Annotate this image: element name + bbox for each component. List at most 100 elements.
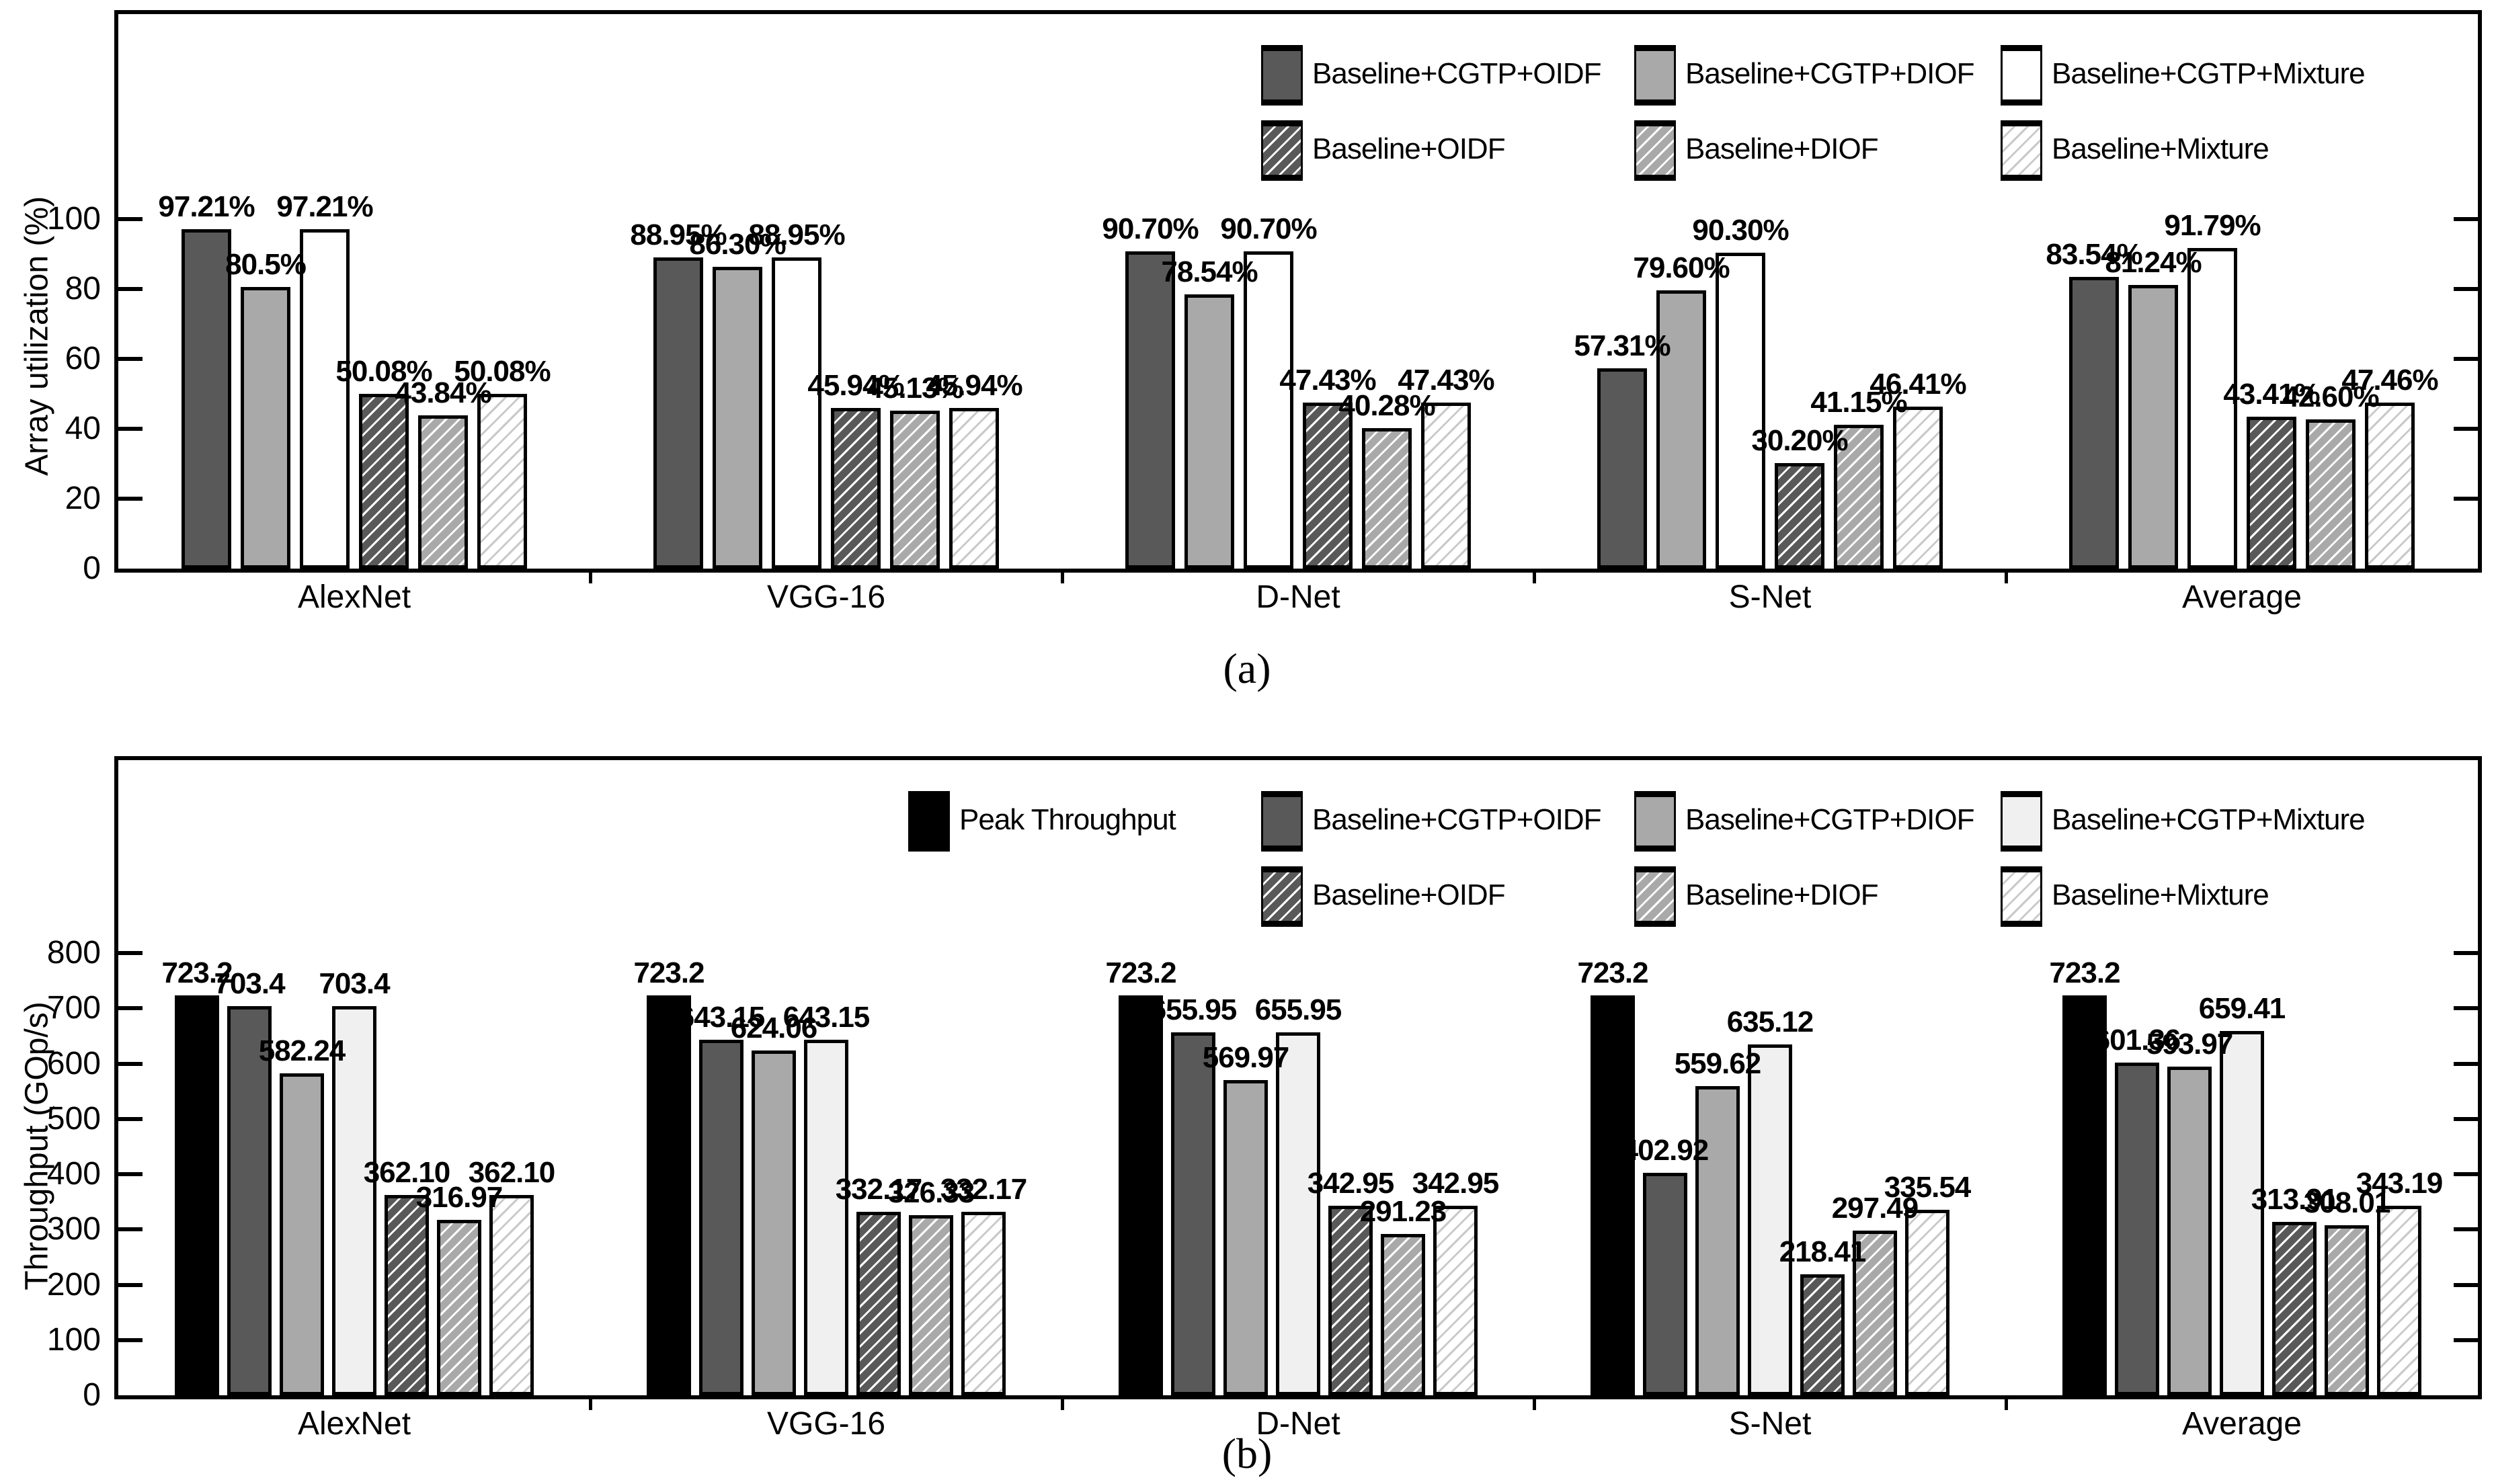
y-axis-tick-label: 600 bbox=[46, 1045, 101, 1081]
bar-value-label: 91.79% bbox=[2164, 208, 2261, 242]
bar-value-label: 559.62 bbox=[1674, 1046, 1762, 1080]
y-axis-tick-left bbox=[118, 1282, 143, 1287]
legend-label: Baseline+DIOF bbox=[1685, 878, 1879, 911]
bar bbox=[1421, 403, 1471, 569]
legend-label: Baseline+CGTP+Mixture bbox=[2052, 803, 2366, 836]
bar-value-label: 30.20% bbox=[1751, 423, 1848, 457]
bar-value-label: 402.92 bbox=[1621, 1133, 1709, 1167]
x-axis-tick bbox=[2005, 573, 2008, 583]
bar-value-label: 47.43% bbox=[1398, 364, 1494, 397]
bar bbox=[856, 1211, 901, 1395]
bar bbox=[2306, 419, 2356, 569]
y-axis-tick-right bbox=[2454, 217, 2478, 221]
bar bbox=[1853, 1231, 1897, 1395]
x-axis-tick bbox=[1533, 573, 1536, 583]
bar bbox=[1716, 253, 1765, 569]
caption-b: (b) bbox=[1221, 1430, 1273, 1477]
bar-value-label: 723.2 bbox=[161, 956, 233, 990]
bar-value-label: 593.97 bbox=[2146, 1028, 2234, 1061]
bar bbox=[2325, 1225, 2369, 1395]
bar bbox=[1905, 1210, 1949, 1395]
bar-value-label: 90.30% bbox=[1692, 214, 1789, 247]
bar-value-label: 57.31% bbox=[1574, 329, 1671, 362]
bar-value-label: 362.10 bbox=[468, 1156, 556, 1190]
plot-area-a: Baseline+CGTP+OIDF Baseline+CGTP+DIOF Base… bbox=[114, 10, 2482, 573]
bar bbox=[2377, 1205, 2421, 1395]
y-axis-tick-right bbox=[2454, 287, 2478, 291]
x-category-label: Average bbox=[2182, 579, 2302, 615]
bar bbox=[647, 995, 691, 1395]
bar-value-label: 45.94% bbox=[807, 369, 904, 403]
bar-value-label: 291.23 bbox=[1359, 1195, 1447, 1229]
bar bbox=[1433, 1205, 1478, 1395]
bar-value-label: 659.41 bbox=[2198, 991, 2286, 1025]
bar-value-label: 723.2 bbox=[633, 956, 705, 990]
bar bbox=[772, 257, 821, 569]
legend-swatch-f-dark bbox=[1261, 791, 1303, 852]
bar bbox=[175, 995, 219, 1395]
legend-swatch-f-white bbox=[2001, 45, 2042, 106]
y-axis-tick-label: 100 bbox=[46, 1321, 101, 1358]
y-axis-tick-label: 700 bbox=[46, 990, 101, 1026]
y-axis-tick-right bbox=[2454, 1116, 2478, 1121]
x-axis-tick bbox=[589, 573, 592, 583]
x-category-label: D-Net bbox=[1256, 579, 1340, 615]
y-axis-tick-left bbox=[118, 1227, 143, 1232]
x-axis-tick bbox=[1061, 1399, 1064, 1410]
bar-value-label: 332.17 bbox=[940, 1172, 1028, 1206]
bar bbox=[1276, 1032, 1320, 1395]
bar bbox=[2187, 247, 2237, 569]
bar bbox=[699, 1040, 743, 1395]
caption-a: (a) bbox=[1223, 645, 1271, 692]
legend-swatch-f-gray bbox=[1634, 45, 1676, 106]
y-axis-tick-left bbox=[118, 1006, 143, 1011]
bar bbox=[1223, 1080, 1268, 1395]
y-axis-tick-left bbox=[118, 951, 143, 955]
bar bbox=[477, 393, 527, 569]
bar-value-label: 47.43% bbox=[1279, 364, 1376, 397]
legend-swatch-f-grayh bbox=[1634, 866, 1676, 927]
bar bbox=[1171, 1032, 1215, 1395]
bar-value-label: 46.41% bbox=[1869, 367, 1966, 401]
bar bbox=[241, 287, 290, 569]
bar-value-label: 655.95 bbox=[1254, 993, 1342, 1027]
y-axis-tick-left bbox=[118, 497, 143, 501]
bar bbox=[1244, 251, 1293, 569]
bar bbox=[949, 408, 999, 569]
bar-value-label: 655.95 bbox=[1150, 993, 1238, 1027]
bar bbox=[1643, 1172, 1687, 1395]
legend-swatch-f-black bbox=[908, 791, 950, 852]
legend-swatch-f-dark bbox=[1261, 45, 1303, 106]
bar bbox=[909, 1214, 953, 1395]
bar-value-label: 342.95 bbox=[1307, 1166, 1395, 1200]
legend-swatch-f-lighth bbox=[2001, 120, 2042, 181]
y-axis-tick-label: 20 bbox=[65, 481, 101, 516]
bar bbox=[2220, 1030, 2264, 1395]
bar bbox=[182, 229, 231, 569]
bar-value-label: 80.5% bbox=[225, 248, 307, 282]
x-category-label: VGG-16 bbox=[766, 1406, 886, 1442]
bar-value-label: 723.2 bbox=[1577, 956, 1648, 990]
y-axis-tick-right bbox=[2454, 1337, 2478, 1342]
y-axis-tick-label: 300 bbox=[46, 1211, 101, 1247]
y-axis-tick-label: 80 bbox=[65, 271, 101, 306]
y-axis-tick-left bbox=[118, 427, 143, 431]
legend-label: Baseline+CGTP+DIOF bbox=[1685, 803, 1974, 836]
legend-swatch-f-gray bbox=[1634, 791, 1676, 852]
x-axis-tick bbox=[2005, 1399, 2008, 1410]
bar-value-label: 624.06 bbox=[730, 1011, 818, 1044]
bar-value-label: 88.95% bbox=[630, 218, 727, 252]
x-axis-tick bbox=[1061, 573, 1064, 583]
y-axis-tick-label: 500 bbox=[46, 1100, 101, 1137]
y-axis-tick-label: 800 bbox=[46, 935, 101, 971]
bar-value-label: 703.4 bbox=[319, 967, 390, 1001]
bar bbox=[1591, 995, 1635, 1395]
y-axis-tick-label: 0 bbox=[83, 550, 101, 586]
bar bbox=[831, 408, 881, 569]
bar bbox=[890, 411, 940, 569]
y-axis-tick-left bbox=[118, 217, 143, 221]
x-category-label: S-Net bbox=[1728, 1406, 1812, 1442]
bar-value-label: 643.15 bbox=[782, 1001, 871, 1034]
legend-swatch-f-grayh bbox=[1634, 120, 1676, 181]
